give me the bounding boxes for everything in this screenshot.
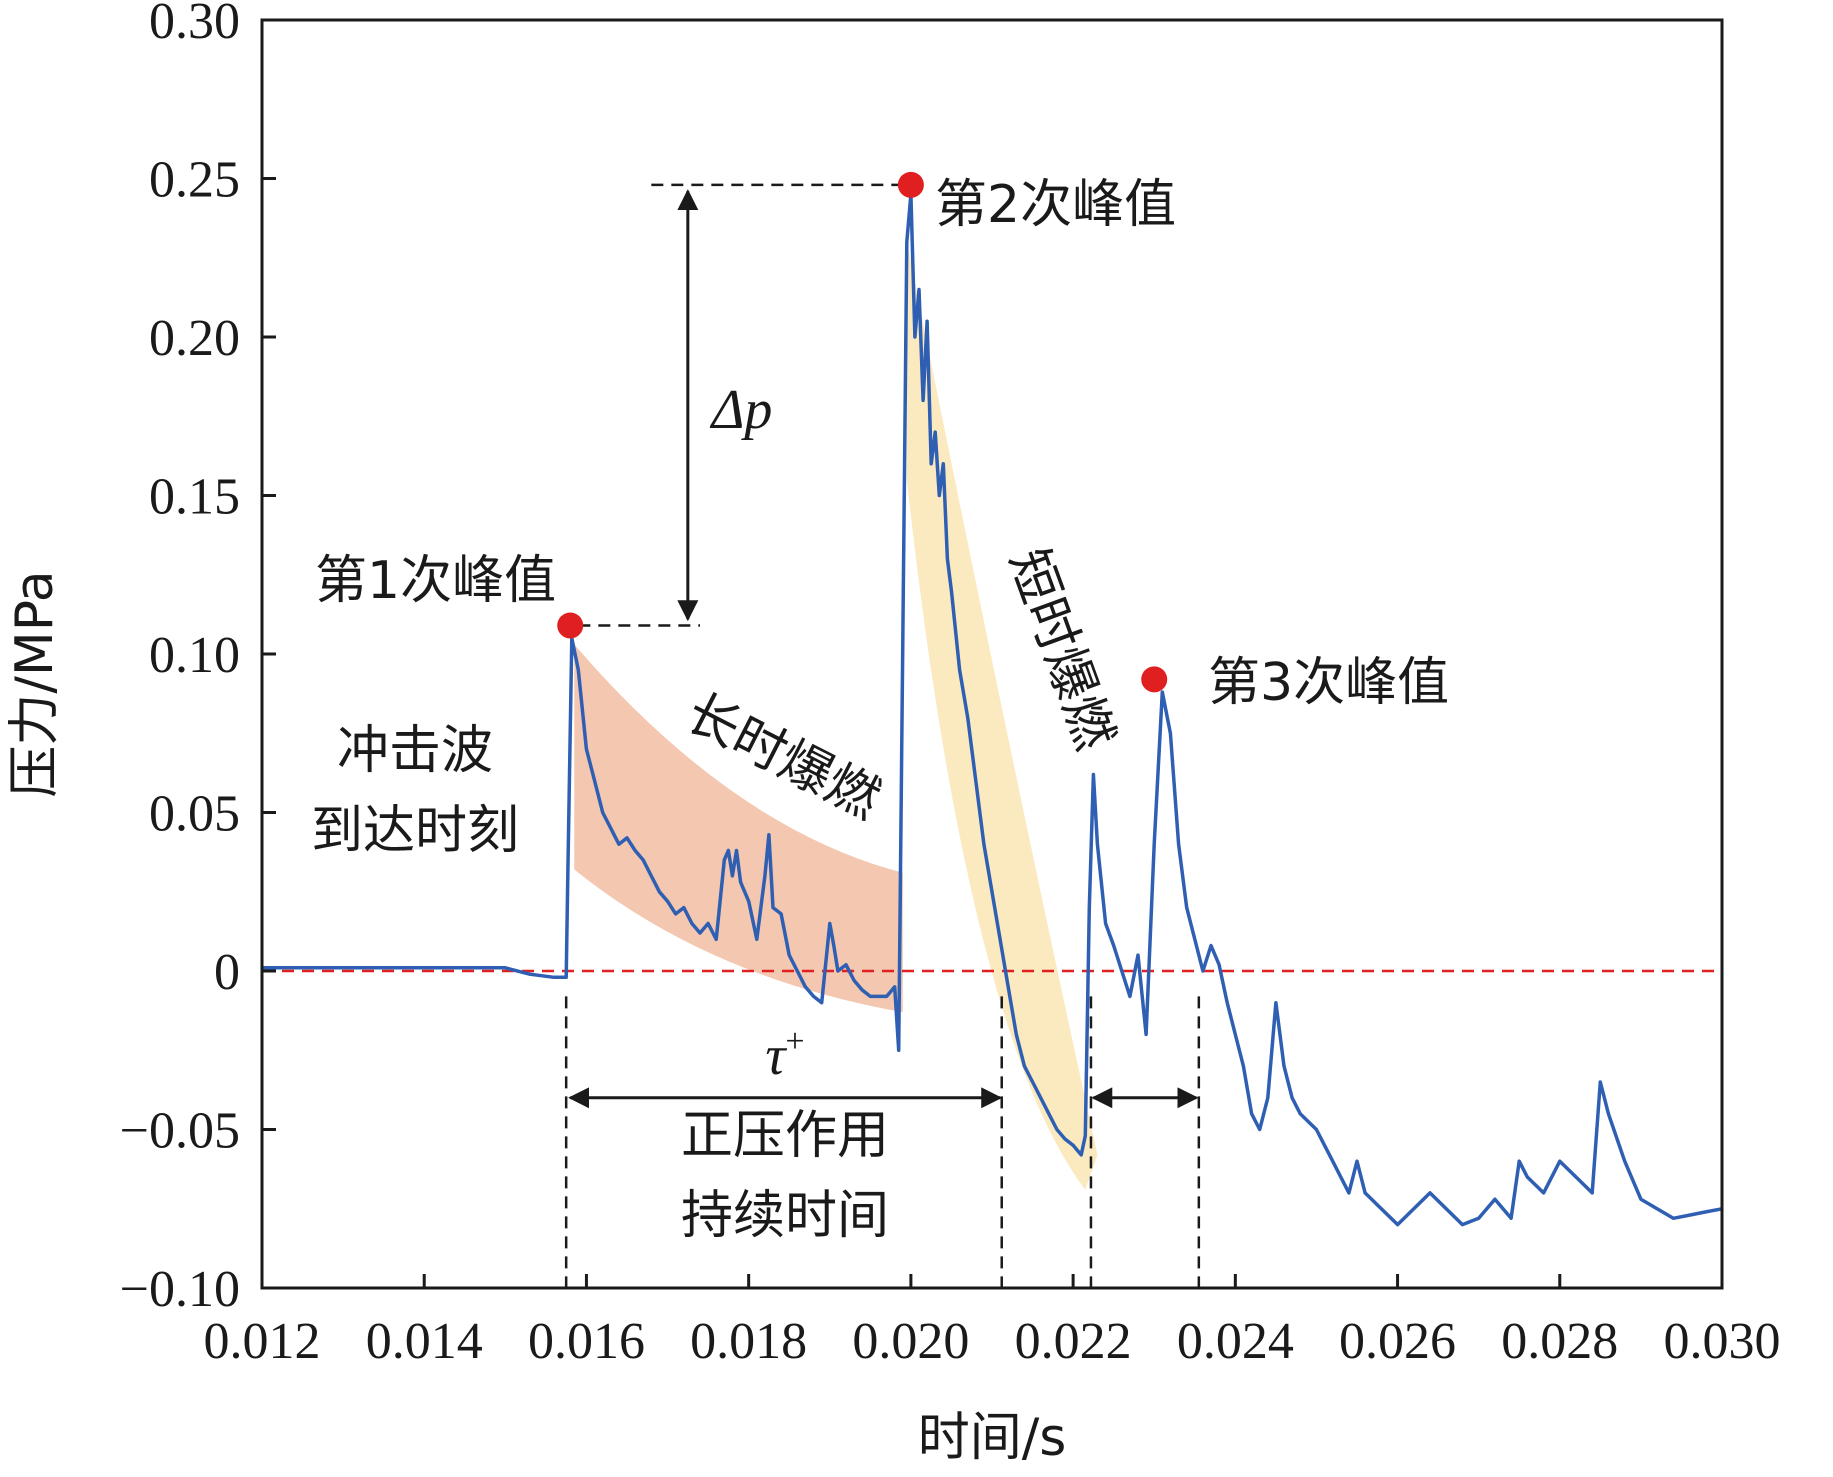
y-tick-label: 0.25 — [149, 152, 240, 209]
delta-p-label: Δp — [710, 379, 773, 441]
tau-superscript: + — [785, 1023, 804, 1060]
annotation-guides — [564, 183, 1201, 1288]
x-tick-label: 0.016 — [528, 1313, 645, 1370]
y-axis-ticks: −0.10 −0.05 0 0.05 0.10 0.15 0.20 0.25 0.30 — [120, 0, 276, 1318]
peak-label: 第3次峰值 — [1208, 653, 1449, 713]
short-burn-band — [906, 241, 1098, 1190]
arrival-label-line1: 冲击波 — [337, 721, 493, 781]
positive-duration-line2: 持续时间 — [681, 1186, 889, 1246]
pressure-series-line — [262, 192, 1723, 1227]
long-burn-band — [574, 644, 903, 1013]
x-tick-label: 0.020 — [852, 1313, 969, 1370]
y-tick-label: 0.05 — [149, 786, 240, 843]
arrival-label-line2: 到达时刻 — [311, 801, 519, 861]
x-tick-label: 0.026 — [1339, 1313, 1456, 1370]
x-tick-label: 0.028 — [1501, 1313, 1618, 1370]
x-tick-label: 0.024 — [1177, 1313, 1294, 1370]
y-tick-label: 0.15 — [149, 469, 240, 526]
x-tick-label: 0.030 — [1664, 1313, 1781, 1370]
y-tick-label: −0.05 — [120, 1103, 240, 1160]
tau-label: τ+ — [765, 1023, 804, 1087]
tau-symbol: τ — [765, 1025, 787, 1087]
y-tick-label: 0.20 — [149, 310, 240, 367]
y-tick-label: −0.10 — [120, 1261, 240, 1318]
x-axis-ticks: 0.012 0.014 0.016 0.018 0.020 0.022 0.024 0.026… — [204, 1274, 1781, 1370]
peak-label: 第2次峰值 — [935, 175, 1176, 235]
y-tick-label: 0.10 — [149, 627, 240, 684]
peak-marker — [557, 612, 584, 639]
x-tick-label: 0.012 — [204, 1313, 321, 1370]
y-axis-title: 压力/MPa — [5, 570, 65, 797]
peak-marker — [897, 171, 924, 198]
x-axis-title: 时间/s — [918, 1408, 1067, 1468]
x-tick-label: 0.018 — [690, 1313, 807, 1370]
x-tick-label: 0.022 — [1015, 1313, 1132, 1370]
positive-duration-line1: 正压作用 — [681, 1106, 889, 1166]
x-tick-label: 0.014 — [366, 1313, 483, 1370]
peak-label: 第1次峰值 — [315, 551, 556, 611]
y-tick-label: 0 — [214, 944, 240, 1001]
peak-marker — [1141, 666, 1168, 693]
short-burn-label: 短时爆燃 — [997, 541, 1125, 757]
y-tick-label: 0.30 — [149, 0, 240, 50]
